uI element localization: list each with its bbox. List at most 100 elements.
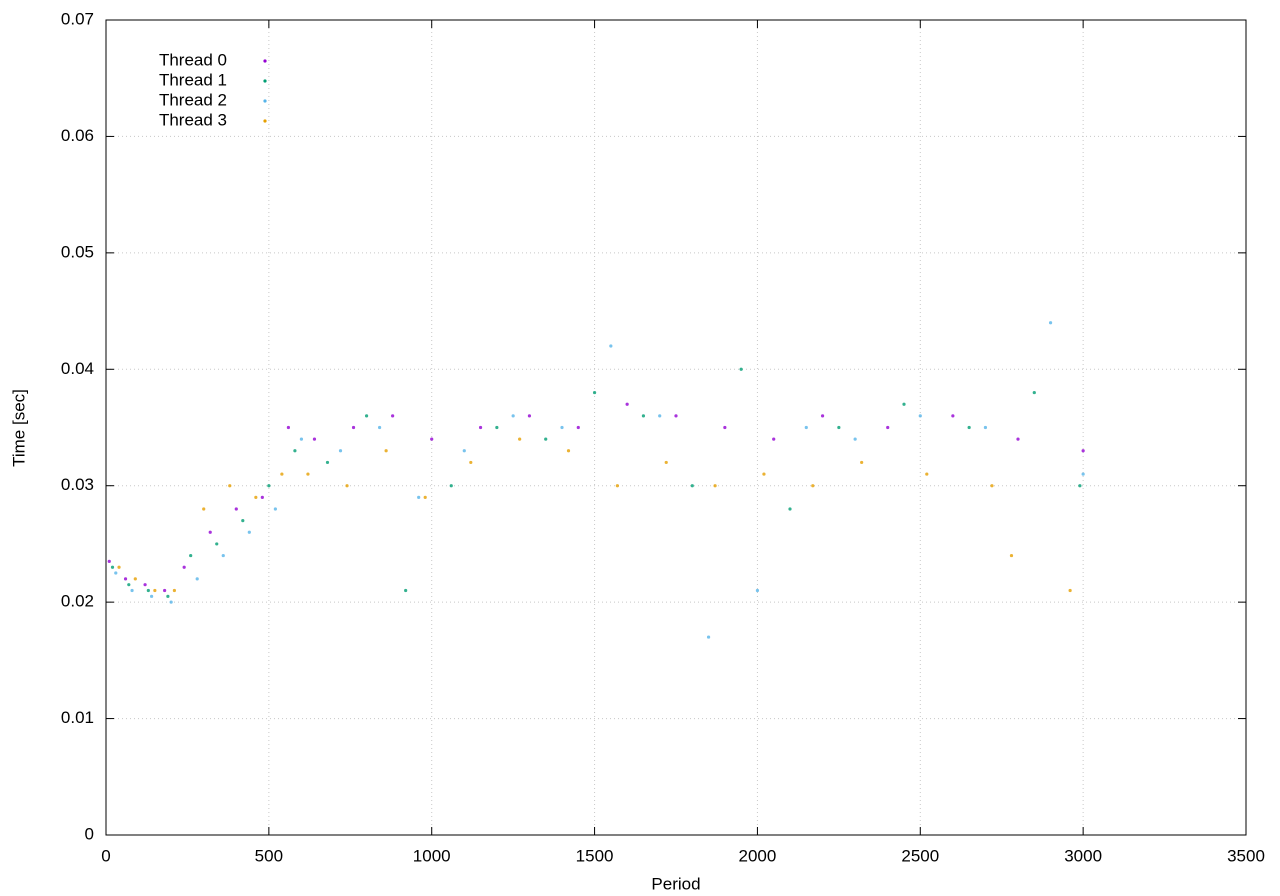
point <box>391 414 395 418</box>
y-tick-label: 0.03 <box>61 475 94 494</box>
y-tick-label: 0.02 <box>61 592 94 611</box>
point <box>215 542 219 546</box>
point <box>364 414 369 418</box>
point <box>195 577 199 581</box>
legend-marker <box>263 119 267 123</box>
legend-marker <box>263 99 267 103</box>
y-tick-label: 0.01 <box>61 708 94 727</box>
point <box>1078 484 1082 488</box>
x-tick-label: 0 <box>101 846 110 865</box>
point <box>772 437 776 441</box>
point <box>378 425 382 430</box>
point <box>189 553 193 558</box>
point <box>713 484 717 488</box>
point <box>788 507 792 511</box>
point <box>566 449 571 453</box>
point <box>544 437 548 441</box>
point <box>983 425 988 430</box>
point <box>110 565 115 569</box>
point <box>511 414 515 418</box>
point <box>351 425 356 430</box>
point <box>384 449 388 453</box>
point <box>576 425 580 430</box>
point <box>615 484 619 488</box>
point <box>641 414 646 418</box>
point <box>1032 390 1036 395</box>
point <box>518 437 522 441</box>
x-tick-label: 3000 <box>1064 846 1102 865</box>
point <box>886 425 890 430</box>
legend-label: Thread 1 <box>159 70 227 89</box>
point <box>130 588 134 593</box>
point <box>404 588 408 593</box>
point <box>312 437 317 441</box>
point <box>918 414 922 418</box>
point <box>150 594 154 598</box>
point <box>1009 553 1014 558</box>
point <box>560 425 564 430</box>
point <box>260 495 264 499</box>
point <box>804 425 808 430</box>
point <box>820 414 825 418</box>
legend-label: Thread 0 <box>159 50 227 69</box>
x-tick-label: 1000 <box>413 846 451 865</box>
point <box>166 594 170 598</box>
point <box>127 583 131 587</box>
point <box>690 484 694 488</box>
point <box>325 460 330 465</box>
point <box>860 460 864 465</box>
point <box>267 484 271 488</box>
point <box>273 507 277 511</box>
point <box>706 635 711 639</box>
point <box>430 437 434 441</box>
y-tick-label: 0.04 <box>61 359 94 378</box>
x-tick-label: 3500 <box>1227 846 1265 865</box>
point <box>172 588 176 593</box>
point <box>345 484 349 488</box>
point <box>163 588 167 593</box>
point <box>221 553 225 558</box>
point <box>527 414 532 418</box>
legend-label: Thread 3 <box>159 110 227 129</box>
point <box>146 588 150 593</box>
point <box>925 472 929 476</box>
point <box>202 507 206 511</box>
y-axis-label: Time [sec] <box>9 389 28 467</box>
x-axis-label: Period <box>651 874 700 893</box>
point <box>143 583 147 587</box>
point <box>254 495 258 499</box>
point <box>853 437 857 441</box>
point <box>338 449 343 453</box>
point <box>762 472 766 476</box>
point <box>967 425 971 430</box>
point <box>674 414 678 418</box>
point <box>114 571 118 575</box>
point <box>1081 472 1085 476</box>
point <box>123 577 128 581</box>
point <box>299 437 304 441</box>
point <box>1016 437 1020 441</box>
point <box>247 530 251 534</box>
point <box>837 425 841 430</box>
point <box>417 495 421 499</box>
point <box>1081 449 1085 453</box>
y-tick-label: 0.06 <box>61 126 94 145</box>
point <box>902 402 906 406</box>
point <box>286 425 290 430</box>
point <box>1068 588 1072 593</box>
point <box>1048 321 1053 325</box>
point <box>625 402 629 406</box>
point <box>449 484 453 488</box>
plot-border <box>105 19 1247 836</box>
point <box>133 577 137 581</box>
point <box>469 460 473 465</box>
point <box>664 460 668 465</box>
y-tick-label: 0 <box>85 824 94 843</box>
legend-marker <box>263 59 267 63</box>
point <box>811 484 815 488</box>
legend-label: Thread 2 <box>159 90 227 109</box>
point <box>609 344 613 348</box>
point <box>228 484 232 488</box>
point <box>117 565 121 569</box>
